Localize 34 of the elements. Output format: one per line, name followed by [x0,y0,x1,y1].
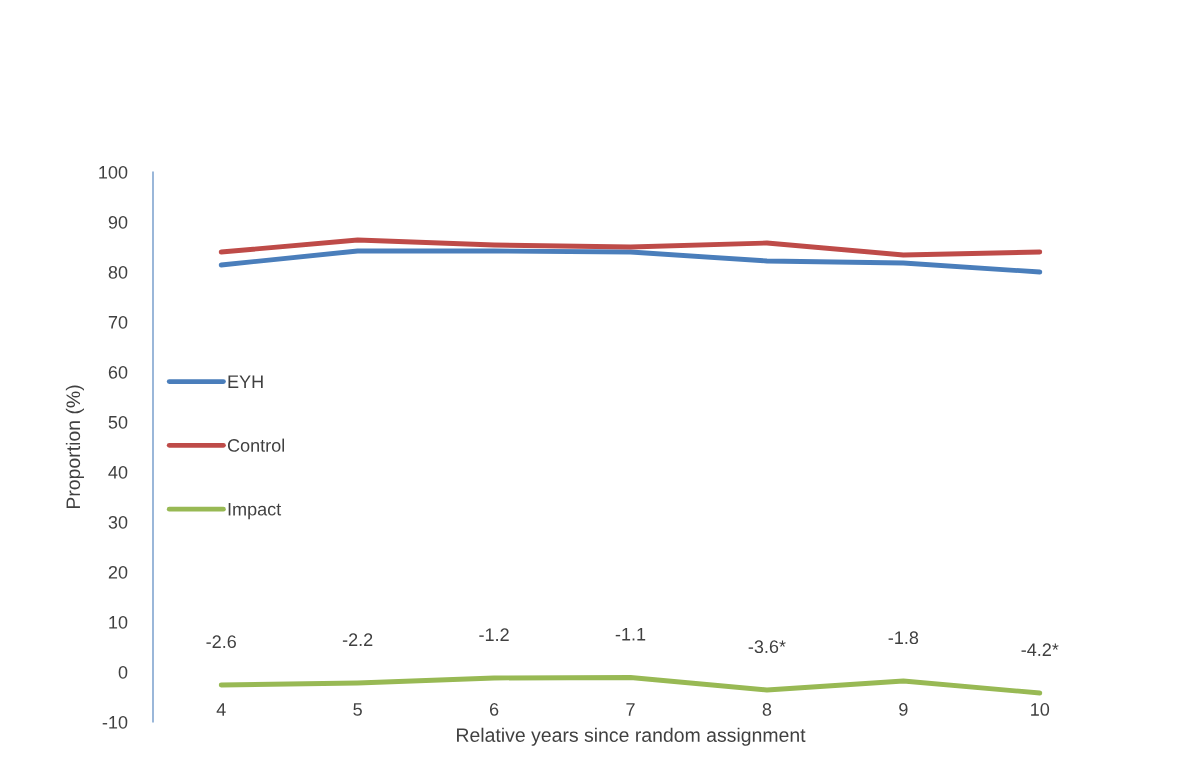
line-series [218,248,1043,275]
y-tick-label: 70 [108,315,128,329]
x-tick-label: 5 [353,703,362,716]
data-label: -2.6 [206,635,236,649]
y-axis-title: Proportion (%) [65,385,84,509]
legend-label: Impact [228,503,282,520]
x-tick-label: 10 [1031,703,1050,716]
y-tick-label: 90 [108,215,128,229]
data-label: -1.8 [888,631,919,645]
x-tick-label: 8 [762,703,772,716]
data-label: -4.2* [1021,643,1059,656]
line-series [218,675,1043,696]
y-tick-label: 60 [108,365,128,379]
x-tick-label: 4 [216,703,226,716]
x-tick-label: 7 [626,703,635,716]
y-tick-label: 80 [108,265,128,279]
legend-label: Control [227,438,285,452]
y-tick-label: 30 [108,515,128,529]
x-axis-title: Relative years since random assignment [457,727,806,746]
data-label: -2.2 [342,633,373,646]
y-tick-label: 10 [109,615,128,629]
x-tick-label: 6 [489,703,499,716]
data-label: -1.2 [479,628,509,641]
x-tick-label: 9 [899,703,908,716]
y-tick-label: 100 [99,165,128,179]
data-label: -1.1 [615,628,646,641]
line-series [218,237,1043,258]
y-tick-label: 50 [108,415,128,429]
legend-label: EYH [228,375,263,388]
y-tick-label: 0 [118,665,128,679]
y-tick-label: 20 [108,565,128,579]
y-tick-label: -10 [102,715,128,729]
y-tick-label: 40 [108,465,128,479]
data-label: -3.6* [748,640,786,654]
